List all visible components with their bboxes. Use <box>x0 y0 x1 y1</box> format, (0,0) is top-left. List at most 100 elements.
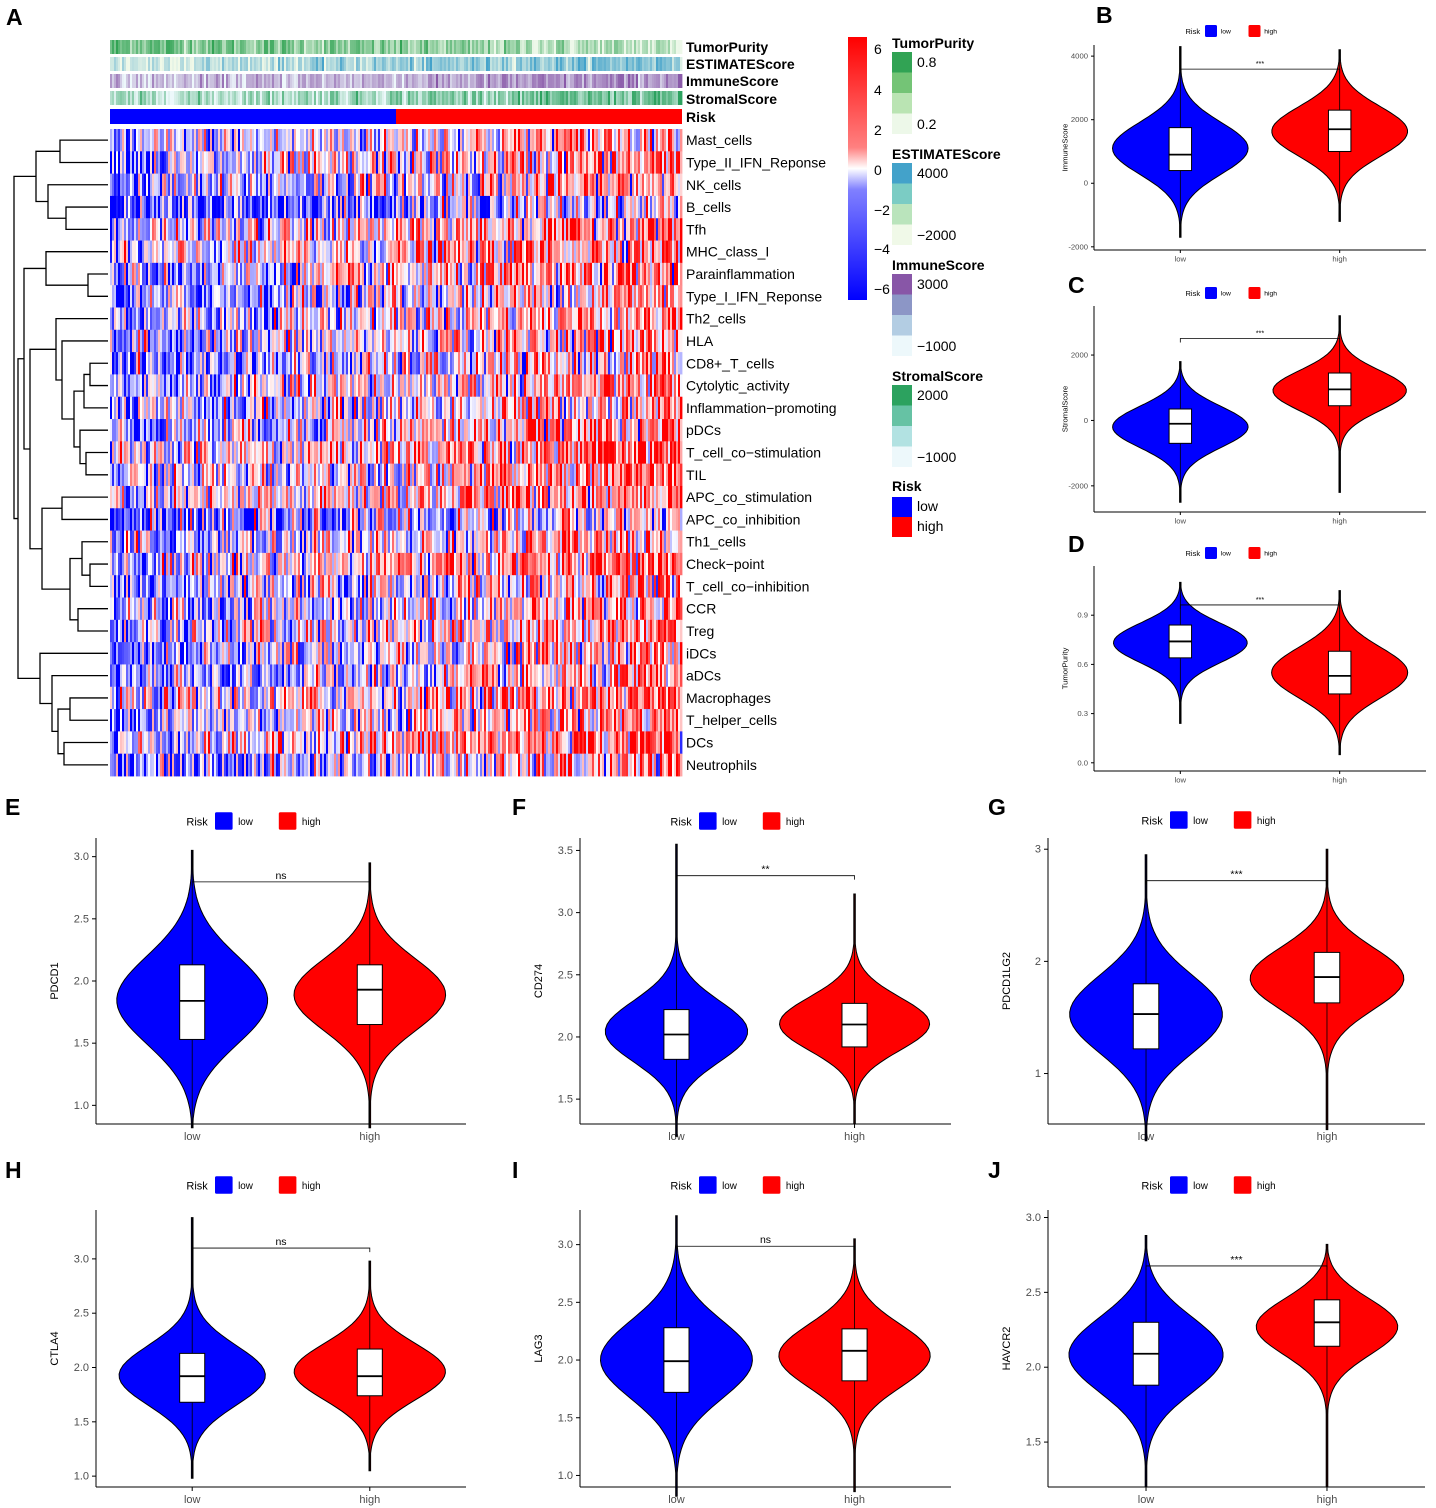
annotation-cell <box>432 74 435 88</box>
heatmap-cell <box>550 151 553 175</box>
heatmap-cell <box>168 352 171 375</box>
heatmap-cell <box>456 396 459 420</box>
heatmap-cell <box>624 329 627 353</box>
heatmap-cell <box>316 285 319 308</box>
heatmap-cell <box>208 374 211 398</box>
heatmap-cell <box>436 240 439 264</box>
annotation-cell <box>312 40 315 54</box>
annotation-cell <box>352 57 355 71</box>
heatmap-cell <box>652 195 655 219</box>
heatmap-cell <box>516 151 519 175</box>
heatmap-cell <box>506 396 509 420</box>
heatmap-cell <box>584 329 587 353</box>
heatmap-cell <box>462 396 465 420</box>
heatmap-cell <box>312 240 315 264</box>
annotation-cell <box>664 74 667 88</box>
annotation-cell <box>216 91 219 105</box>
heatmap-cell <box>342 195 345 219</box>
heatmap-cell <box>230 419 233 442</box>
annotation-cell <box>646 57 649 71</box>
heatmap-cell <box>674 129 677 152</box>
annotation-cell <box>154 91 157 105</box>
heatmap-cell <box>604 396 607 420</box>
heatmap-cell <box>222 195 225 219</box>
heatmap-cell <box>536 151 539 175</box>
heatmap-cell <box>138 374 141 398</box>
heatmap-cell <box>318 374 321 398</box>
annotation-cell <box>680 40 683 54</box>
heatmap-cell <box>322 374 325 398</box>
heatmap-cell <box>386 240 389 264</box>
heatmap-cell <box>420 396 423 420</box>
heatmap-cell <box>454 329 457 353</box>
heatmap-cell <box>124 262 127 286</box>
heatmap-cell <box>474 285 477 308</box>
heatmap-cell <box>196 329 199 353</box>
annotation-cell <box>512 57 515 71</box>
heatmap-cell <box>430 262 433 286</box>
heatmap-cell <box>360 307 363 331</box>
heatmap-cell <box>658 240 661 264</box>
heatmap-cell <box>290 173 293 197</box>
heatmap-cell <box>166 396 169 420</box>
heatmap-cell <box>162 218 165 241</box>
heatmap-cell <box>650 262 653 286</box>
heatmap-cell <box>504 129 507 152</box>
heatmap-cell <box>232 419 235 442</box>
heatmap-cell <box>666 307 669 331</box>
heatmap-cell <box>236 374 239 398</box>
annotation-cell <box>180 40 183 54</box>
heatmap-cell <box>164 285 167 308</box>
annotation-cell <box>368 57 371 71</box>
heatmap-cell <box>594 195 597 219</box>
heatmap-cell <box>308 218 311 241</box>
heatmap-cell <box>158 262 161 286</box>
heatmap-cell <box>156 329 159 353</box>
heatmap-cell <box>556 374 559 398</box>
heatmap-cell <box>210 329 213 353</box>
heatmap-cell <box>410 285 413 308</box>
annotation-cell <box>218 74 221 88</box>
heatmap-cell <box>212 129 215 152</box>
annotation-cell <box>270 57 273 71</box>
heatmap-cell <box>306 129 309 152</box>
heatmap-cell <box>300 307 303 331</box>
annotation-cell <box>274 57 277 71</box>
annotation-cell <box>188 74 191 88</box>
annotation-cell <box>616 40 619 54</box>
heatmap-cell <box>540 396 543 420</box>
heatmap-cell <box>592 307 595 331</box>
heatmap-cell <box>222 173 225 197</box>
heatmap-cell <box>532 129 535 152</box>
heatmap-cell <box>528 352 531 375</box>
heatmap-cell <box>624 129 627 152</box>
heatmap-cell <box>652 151 655 175</box>
heatmap-cell <box>156 262 159 286</box>
annotation-cell <box>608 74 611 88</box>
heatmap-cell <box>472 374 475 398</box>
annotation-cell <box>594 40 597 54</box>
heatmap-cell <box>462 129 465 152</box>
heatmap-cell <box>252 419 255 442</box>
heatmap-cell <box>332 285 335 308</box>
heatmap-cell <box>112 307 115 331</box>
heatmap-cell <box>212 151 215 175</box>
heatmap-cell <box>554 240 557 264</box>
heatmap-cell <box>352 262 355 286</box>
heatmap-cell <box>604 329 607 353</box>
heatmap-cell <box>326 262 329 286</box>
annotation-cell <box>578 74 581 88</box>
heatmap-cell <box>614 173 617 197</box>
heatmap-cell <box>334 262 337 286</box>
heatmap-cell <box>116 262 119 286</box>
heatmap-cell <box>268 285 271 308</box>
heatmap-cell <box>162 151 165 175</box>
heatmap-cell <box>122 195 125 219</box>
heatmap-cell <box>384 285 387 308</box>
heatmap-cell <box>390 374 393 398</box>
heatmap-cell <box>188 218 191 241</box>
heatmap-cell <box>224 396 227 420</box>
heatmap-cell <box>430 240 433 264</box>
heatmap-cell <box>138 195 141 219</box>
heatmap-cell <box>386 329 389 353</box>
